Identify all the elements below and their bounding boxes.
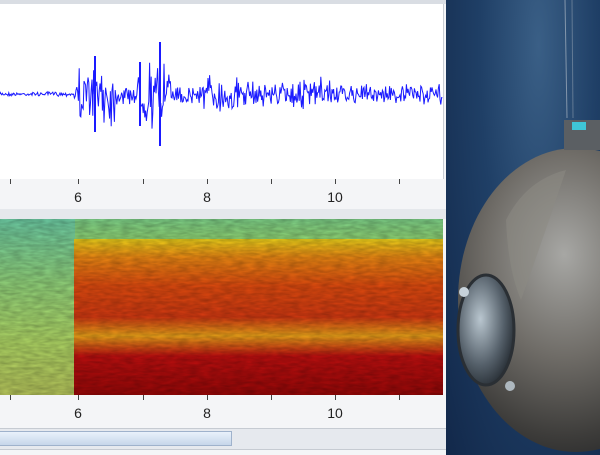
viewport-bolt [459,287,469,297]
waveform-time-axis: 6 8 10 [0,179,446,209]
spectrogram-tick-label: 8 [203,405,211,421]
waveform-plot[interactable] [0,4,444,179]
hatch-light-icon [572,122,586,130]
front-viewport [456,273,516,387]
waveform-tick-label: 8 [203,189,211,205]
spectrogram-plot[interactable] [0,219,443,395]
waveform-svg [0,42,443,146]
axis-tick-mark [399,395,400,400]
panel-divider[interactable] [0,209,446,219]
audio-analysis-panel: 6 8 10 [0,0,446,455]
window-top-edge [0,0,446,4]
tether-line [571,0,574,119]
axis-tick-mark [335,179,336,184]
spectrogram-tick-label: 6 [74,405,82,421]
waveform-trace [0,62,443,129]
axis-tick-mark [335,395,336,400]
spectrogram-noise-texture [0,219,443,395]
axis-tick-mark [207,179,208,184]
axis-tick-mark [271,395,272,400]
submersible-illustration [456,0,600,452]
viewport-bolt [505,381,515,391]
spectrogram-time-axis: 6 8 10 [0,395,446,425]
scrollbar-thumb[interactable] [0,431,232,446]
axis-tick-mark [78,179,79,184]
axis-tick-mark [207,395,208,400]
waveform-tick-label: 10 [327,189,343,205]
axis-tick-mark [143,395,144,400]
waveform-tick-label: 6 [74,189,82,205]
tether-line [564,0,568,119]
axis-tick-mark [10,395,11,400]
spectrogram-svg [0,219,443,395]
horizontal-scrollbar[interactable] [0,428,446,450]
axis-tick-mark [78,395,79,400]
hull-highlight [506,170,566,300]
axis-tick-mark [399,179,400,184]
spectrogram-tick-label: 10 [327,405,343,421]
axis-tick-mark [143,179,144,184]
axis-tick-mark [10,179,11,184]
axis-tick-mark [271,179,272,184]
submersible-photo [446,0,600,455]
